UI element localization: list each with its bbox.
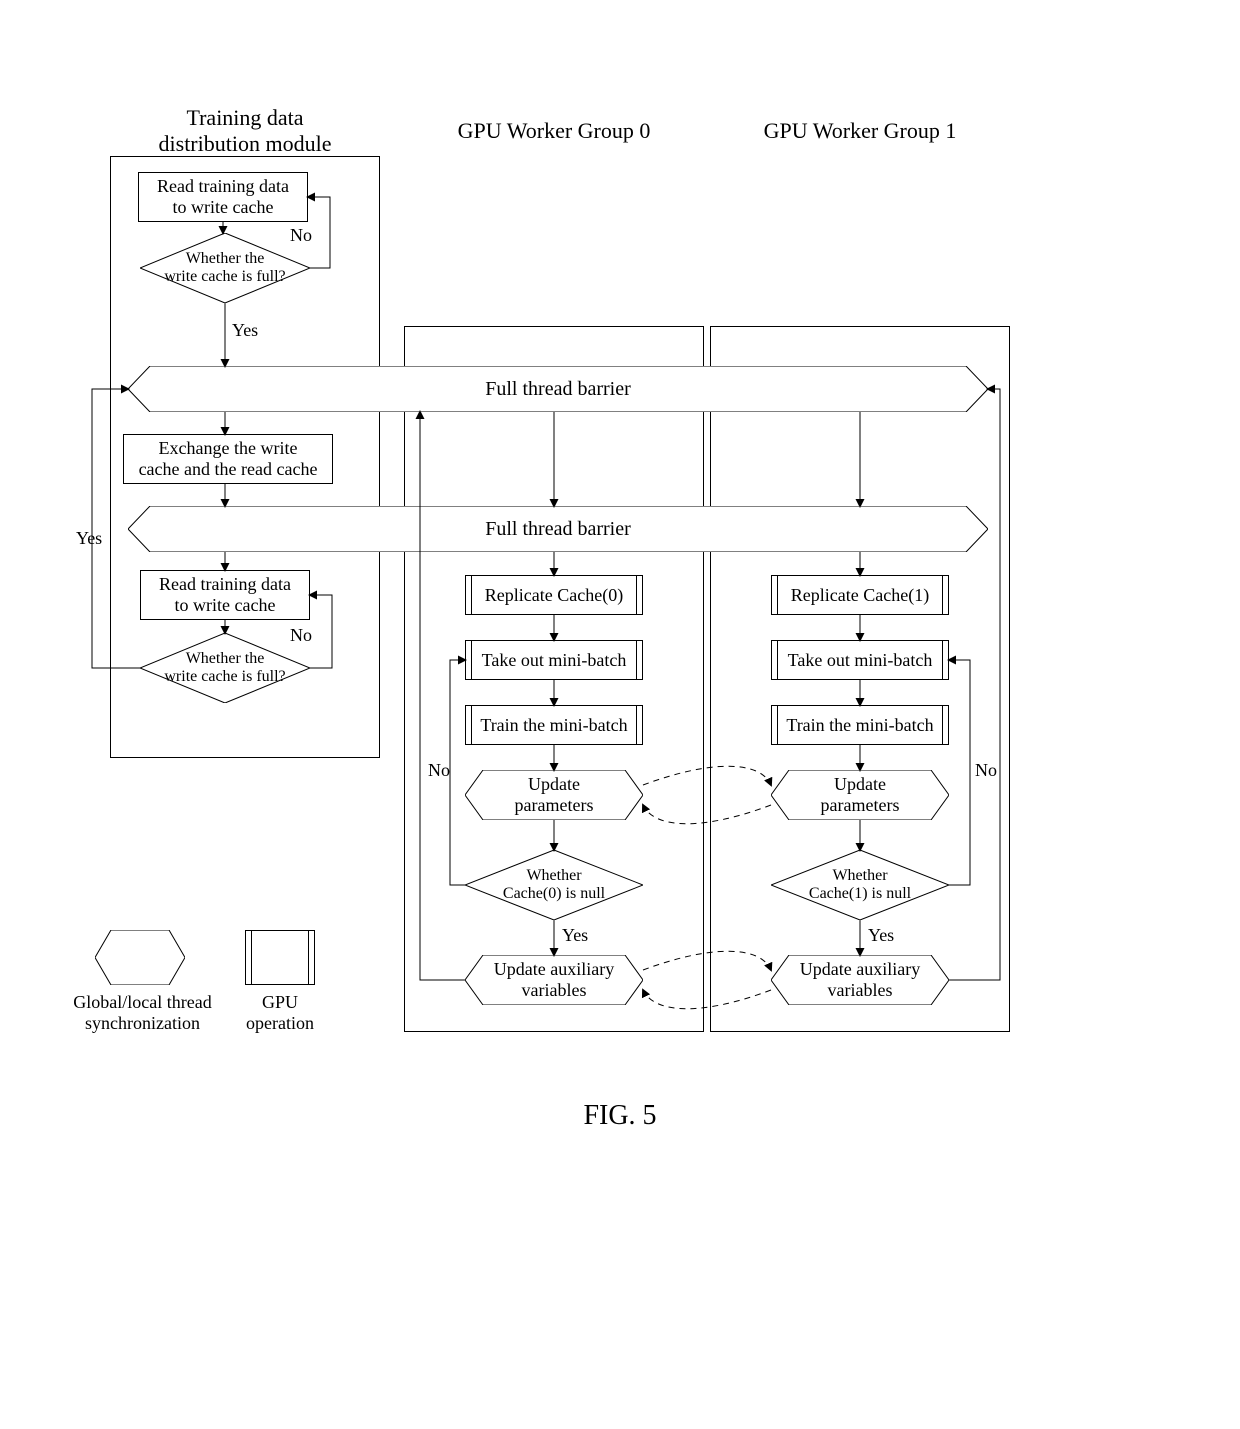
g1-replicate-label: Replicate Cache(1) bbox=[791, 585, 929, 606]
g0-update-params-label: Update parameters bbox=[465, 770, 643, 820]
barrier-2-label: Full thread barrier bbox=[128, 506, 988, 552]
g0-update-aux: Update auxiliary variables bbox=[465, 955, 643, 1005]
lbl-no-2: No bbox=[290, 625, 312, 646]
swap-cache: Exchange the write cache and the read ca… bbox=[123, 434, 333, 484]
check-full-2: Whether the write cache is full? bbox=[140, 633, 310, 703]
g0-take: Take out mini-batch bbox=[465, 640, 643, 680]
check-full-1-label: Whether the write cache is full? bbox=[140, 233, 310, 303]
legend-hex-text: Global/local thread synchronization bbox=[60, 992, 225, 1034]
g1-check-null-label: Whether Cache(1) is null bbox=[771, 850, 949, 920]
lbl-g0-yes: Yes bbox=[562, 925, 588, 946]
g1-replicate: Replicate Cache(1) bbox=[771, 575, 949, 615]
g1-take: Take out mini-batch bbox=[771, 640, 949, 680]
g1-update-params: Update parameters bbox=[771, 770, 949, 820]
col-title-module: Training data distribution module bbox=[110, 105, 380, 157]
lbl-no-1: No bbox=[290, 225, 312, 246]
g0-replicate: Replicate Cache(0) bbox=[465, 575, 643, 615]
col-title-group1: GPU Worker Group 1 bbox=[710, 118, 1010, 144]
barrier-2: Full thread barrier bbox=[128, 506, 988, 552]
read-cache-1: Read training data to write cache bbox=[138, 172, 308, 222]
read-cache-2: Read training data to write cache bbox=[140, 570, 310, 620]
g1-update-aux-label: Update auxiliary variables bbox=[771, 955, 949, 1005]
g1-update-aux: Update auxiliary variables bbox=[771, 955, 949, 1005]
lbl-g1-no: No bbox=[975, 760, 997, 781]
g0-train-label: Train the mini-batch bbox=[480, 715, 627, 736]
check-full-2-label: Whether the write cache is full? bbox=[140, 633, 310, 703]
g1-train-label: Train the mini-batch bbox=[786, 715, 933, 736]
g1-train: Train the mini-batch bbox=[771, 705, 949, 745]
flowchart-canvas: Training data distribution module GPU Wo… bbox=[0, 0, 1240, 1429]
g0-update-params: Update parameters bbox=[465, 770, 643, 820]
lbl-yes-2: Yes bbox=[76, 528, 102, 549]
g0-update-aux-label: Update auxiliary variables bbox=[465, 955, 643, 1005]
legend-gpu bbox=[245, 930, 315, 985]
g1-update-params-label: Update parameters bbox=[771, 770, 949, 820]
col-title-group0: GPU Worker Group 0 bbox=[404, 118, 704, 144]
legend-hex bbox=[95, 930, 185, 985]
g0-check-null-label: Whether Cache(0) is null bbox=[465, 850, 643, 920]
lbl-g1-yes: Yes bbox=[868, 925, 894, 946]
g0-take-label: Take out mini-batch bbox=[482, 650, 627, 671]
lbl-g0-no: No bbox=[428, 760, 450, 781]
g0-replicate-label: Replicate Cache(0) bbox=[485, 585, 623, 606]
barrier-1: Full thread barrier bbox=[128, 366, 988, 412]
check-full-1: Whether the write cache is full? bbox=[140, 233, 310, 303]
barrier-1-label: Full thread barrier bbox=[128, 366, 988, 412]
figure-label: FIG. 5 bbox=[0, 1100, 1240, 1132]
g0-check-null: Whether Cache(0) is null bbox=[465, 850, 643, 920]
legend-gpu-text: GPU operation bbox=[232, 992, 328, 1034]
lbl-yes-1: Yes bbox=[232, 320, 258, 341]
g0-train: Train the mini-batch bbox=[465, 705, 643, 745]
g1-check-null: Whether Cache(1) is null bbox=[771, 850, 949, 920]
g1-take-label: Take out mini-batch bbox=[788, 650, 933, 671]
